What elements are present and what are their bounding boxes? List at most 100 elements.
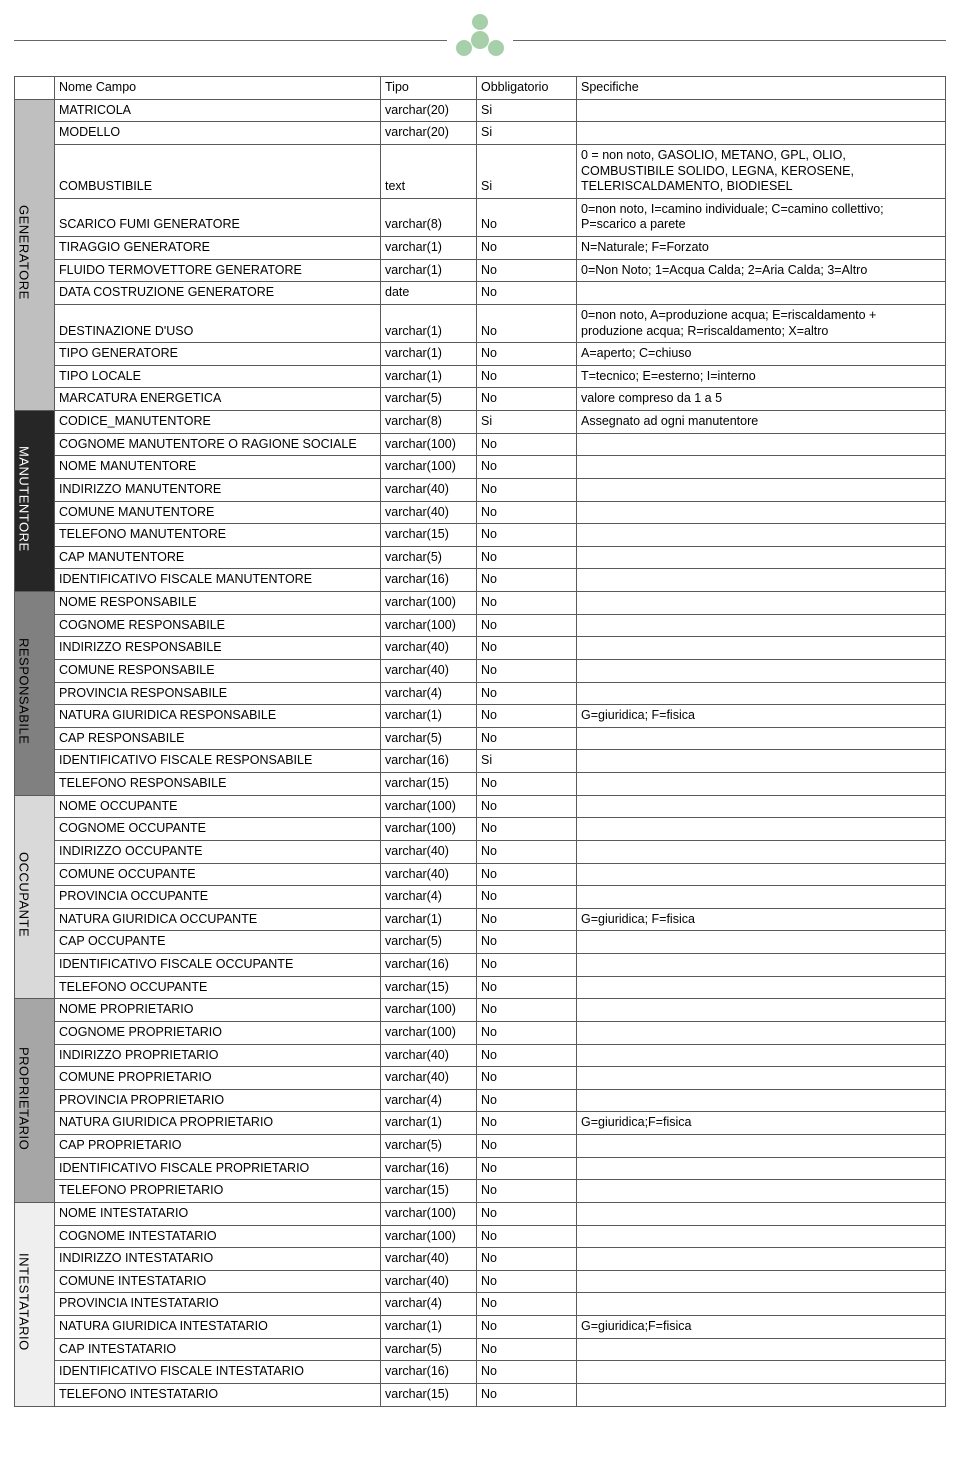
field-spec	[577, 99, 946, 122]
field-spec	[577, 1202, 946, 1225]
field-required: No	[477, 1135, 577, 1158]
table-row: DATA COSTRUZIONE GENERATOREdateNo	[15, 282, 946, 305]
field-type: varchar(40)	[381, 501, 477, 524]
table-row: CAP PROPRIETARIOvarchar(5)No	[15, 1135, 946, 1158]
field-required: No	[477, 1112, 577, 1135]
field-name: DATA COSTRUZIONE GENERATORE	[55, 282, 381, 305]
field-spec	[577, 546, 946, 569]
field-spec	[577, 282, 946, 305]
group-label: RESPONSABILE	[15, 638, 31, 744]
table-row: COMUNE RESPONSABILEvarchar(40)No	[15, 659, 946, 682]
field-name: CODICE_MANUTENTORE	[55, 411, 381, 434]
field-type: varchar(100)	[381, 999, 477, 1022]
table-row: PROVINCIA RESPONSABILEvarchar(4)No	[15, 682, 946, 705]
field-name: IDENTIFICATIVO FISCALE RESPONSABILE	[55, 750, 381, 773]
field-spec	[577, 750, 946, 773]
field-name: MODELLO	[55, 122, 381, 145]
table-row: TELEFONO OCCUPANTEvarchar(15)No	[15, 976, 946, 999]
field-type: varchar(40)	[381, 637, 477, 660]
field-required: No	[477, 524, 577, 547]
table-row: FLUIDO TERMOVETTORE GENERATOREvarchar(1)…	[15, 259, 946, 282]
page: Nome Campo Tipo Obbligatorio Specifiche …	[0, 0, 960, 1427]
field-type: varchar(40)	[381, 863, 477, 886]
field-required: No	[477, 343, 577, 366]
field-type: varchar(100)	[381, 1202, 477, 1225]
field-spec	[577, 1383, 946, 1406]
field-name: NOME INTESTATARIO	[55, 1202, 381, 1225]
field-name: COGNOME RESPONSABILE	[55, 614, 381, 637]
field-spec: 0=non noto, A=produzione acqua; E=riscal…	[577, 304, 946, 342]
field-name: COMUNE RESPONSABILE	[55, 659, 381, 682]
field-required: No	[477, 1180, 577, 1203]
field-name: PROVINCIA RESPONSABILE	[55, 682, 381, 705]
field-type: varchar(100)	[381, 1225, 477, 1248]
table-row: CAP MANUTENTOREvarchar(5)No	[15, 546, 946, 569]
field-name: NATURA GIURIDICA RESPONSABILE	[55, 705, 381, 728]
field-name: TELEFONO OCCUPANTE	[55, 976, 381, 999]
field-name: CAP MANUTENTORE	[55, 546, 381, 569]
field-required: No	[477, 304, 577, 342]
field-required: No	[477, 908, 577, 931]
table-row: RESPONSABILENOME RESPONSABILEvarchar(100…	[15, 592, 946, 615]
field-required: No	[477, 592, 577, 615]
table-row: DESTINAZIONE D'USOvarchar(1)No0=non noto…	[15, 304, 946, 342]
field-required: No	[477, 282, 577, 305]
field-name: MATRICOLA	[55, 99, 381, 122]
field-name: INDIRIZZO PROPRIETARIO	[55, 1044, 381, 1067]
field-required: No	[477, 1383, 577, 1406]
header-type: Tipo	[381, 77, 477, 100]
field-type: varchar(16)	[381, 750, 477, 773]
field-spec	[577, 1044, 946, 1067]
table-row: MARCATURA ENERGETICAvarchar(5)Novalore c…	[15, 388, 946, 411]
table-row: TELEFONO PROPRIETARIOvarchar(15)No	[15, 1180, 946, 1203]
field-name: TELEFONO MANUTENTORE	[55, 524, 381, 547]
field-spec	[577, 999, 946, 1022]
field-spec	[577, 840, 946, 863]
table-row: COGNOME INTESTATARIOvarchar(100)No	[15, 1225, 946, 1248]
field-spec	[577, 433, 946, 456]
field-type: varchar(15)	[381, 773, 477, 796]
group-cell-generatore: GENERATORE	[15, 99, 55, 410]
field-name: TIPO GENERATORE	[55, 343, 381, 366]
field-spec	[577, 637, 946, 660]
field-type: varchar(1)	[381, 237, 477, 260]
field-required: Si	[477, 144, 577, 198]
field-required: No	[477, 886, 577, 909]
group-label: INTESTATARIO	[15, 1253, 31, 1351]
field-spec: 0 = non noto, GASOLIO, METANO, GPL, OLIO…	[577, 144, 946, 198]
field-spec	[577, 886, 946, 909]
field-spec	[577, 1248, 946, 1271]
field-name: NATURA GIURIDICA OCCUPANTE	[55, 908, 381, 931]
group-label: GENERATORE	[15, 205, 31, 300]
field-type: varchar(40)	[381, 1270, 477, 1293]
field-required: No	[477, 501, 577, 524]
field-type: varchar(1)	[381, 705, 477, 728]
field-required: No	[477, 727, 577, 750]
table-row: NATURA GIURIDICA OCCUPANTEvarchar(1)NoG=…	[15, 908, 946, 931]
field-type: varchar(100)	[381, 592, 477, 615]
field-spec	[577, 524, 946, 547]
field-type: varchar(100)	[381, 795, 477, 818]
field-type: varchar(15)	[381, 976, 477, 999]
field-required: No	[477, 1270, 577, 1293]
field-required: No	[477, 1067, 577, 1090]
field-spec	[577, 122, 946, 145]
table-row: COGNOME RESPONSABILEvarchar(100)No	[15, 614, 946, 637]
field-spec: 0=Non Noto; 1=Acqua Calda; 2=Aria Calda;…	[577, 259, 946, 282]
field-type: varchar(40)	[381, 659, 477, 682]
group-cell-occupante: OCCUPANTE	[15, 795, 55, 999]
field-spec: G=giuridica;F=fisica	[577, 1112, 946, 1135]
table-row: COGNOME PROPRIETARIOvarchar(100)No	[15, 1021, 946, 1044]
field-required: No	[477, 388, 577, 411]
field-required: No	[477, 795, 577, 818]
field-required: No	[477, 614, 577, 637]
field-spec	[577, 682, 946, 705]
field-spec	[577, 1067, 946, 1090]
field-name: COGNOME MANUTENTORE O RAGIONE SOCIALE	[55, 433, 381, 456]
field-required: No	[477, 954, 577, 977]
field-spec	[577, 818, 946, 841]
field-spec	[577, 727, 946, 750]
field-name: CAP INTESTATARIO	[55, 1338, 381, 1361]
field-type: varchar(100)	[381, 614, 477, 637]
table-row: TELEFONO MANUTENTOREvarchar(15)No	[15, 524, 946, 547]
